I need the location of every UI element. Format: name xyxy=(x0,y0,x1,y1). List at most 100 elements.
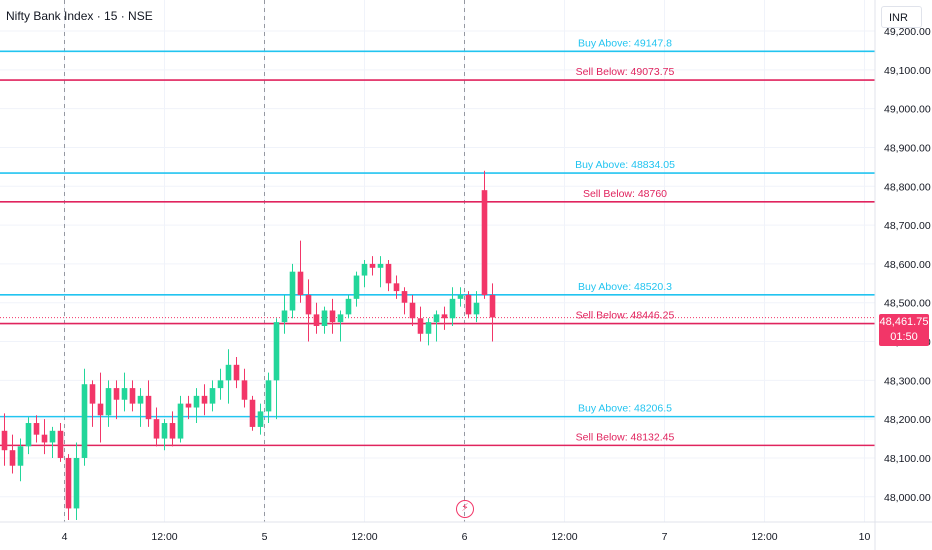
time-tick-label: 4 xyxy=(62,531,68,543)
candle-up xyxy=(353,271,360,307)
candle-down xyxy=(233,357,240,389)
candle-body xyxy=(289,271,296,311)
candle-down xyxy=(185,395,192,420)
candle-body xyxy=(313,314,320,327)
candle-up xyxy=(257,403,264,435)
candle-body xyxy=(417,318,424,334)
candle-up xyxy=(345,294,352,319)
candle-body xyxy=(425,322,432,334)
sell-level-label: Sell Below: 48132.45 xyxy=(576,431,675,443)
candle-body xyxy=(41,434,48,443)
candle-down xyxy=(385,260,392,292)
candle-up xyxy=(177,395,184,443)
candle-up xyxy=(121,372,128,412)
candle-body xyxy=(249,399,256,427)
candle-body xyxy=(145,395,152,420)
candle-body xyxy=(337,314,344,323)
lightning-icon[interactable]: ⚡ xyxy=(456,500,474,518)
candle-body xyxy=(465,294,472,315)
candle-up xyxy=(361,260,368,288)
candle-down xyxy=(417,306,424,342)
time-axis: 4 12:00 5 12:00 6 12:00 7 12:00 10 xyxy=(62,531,871,543)
candle-body xyxy=(89,384,96,404)
candle-body xyxy=(97,403,104,416)
candle-body xyxy=(193,395,200,408)
candle-down xyxy=(313,302,320,334)
candle-up xyxy=(289,263,296,319)
time-tick-label: 7 xyxy=(662,531,668,543)
candle-body xyxy=(49,430,56,443)
candle-body xyxy=(241,380,248,400)
last-price-value: 48,461.75 xyxy=(879,316,929,328)
candle-body xyxy=(273,322,280,381)
price-tick-label: 48,300.00 xyxy=(884,375,931,387)
candle-body xyxy=(441,314,448,319)
price-tick-label: 49,200.00 xyxy=(884,26,931,38)
price-tick-label: 49,000.00 xyxy=(884,104,931,116)
candle-up xyxy=(449,287,456,327)
candle-body xyxy=(473,302,480,315)
currency-button[interactable]: INR xyxy=(881,6,922,28)
candle-body xyxy=(201,395,208,404)
candle-down xyxy=(201,384,208,416)
candle-up xyxy=(25,417,32,455)
buy-level-label: Buy Above: 48834.05 xyxy=(575,159,675,171)
chart-title: Nifty Bank Index · 15 · NSE xyxy=(6,9,153,23)
candle-body xyxy=(281,310,288,323)
candle-body xyxy=(225,364,232,381)
price-tick-label: 48,200.00 xyxy=(884,414,931,426)
price-axis: 48,000.0048,100.0048,200.0048,300.0048,4… xyxy=(884,26,931,504)
candle-up xyxy=(281,294,288,334)
candle-body xyxy=(105,388,112,416)
time-tick-label: 12:00 xyxy=(351,531,377,543)
candle-down xyxy=(329,298,336,334)
time-tick-label: 12:00 xyxy=(551,531,577,543)
candle-body xyxy=(121,388,128,400)
price-tick-label: 48,900.00 xyxy=(884,142,931,154)
candle-body xyxy=(57,430,64,458)
buy-level-label: Buy Above: 48206.5 xyxy=(578,403,672,415)
sell-level-label: Sell Below: 49073.75 xyxy=(576,66,675,78)
candle-body xyxy=(209,388,216,404)
price-tick-label: 48,500.00 xyxy=(884,298,931,310)
candle-body xyxy=(233,364,240,381)
candle-body xyxy=(401,291,408,303)
last-price-badge: 48,461.75 01:50 xyxy=(879,314,929,346)
candle-body xyxy=(185,403,192,408)
candle-body xyxy=(257,411,264,427)
candle-body xyxy=(393,283,400,292)
candle-down xyxy=(9,434,16,474)
candle-down xyxy=(249,395,256,431)
candle-body xyxy=(409,302,416,319)
candle-down xyxy=(169,411,176,447)
candle-body xyxy=(161,423,168,439)
candle-down xyxy=(41,419,48,455)
candle-down xyxy=(89,380,96,427)
price-tick-label: 48,100.00 xyxy=(884,453,931,465)
candle-body xyxy=(321,310,328,327)
candle-down xyxy=(113,380,120,420)
candle-body xyxy=(217,380,224,389)
time-tick-label: 5 xyxy=(262,531,268,543)
candle-body xyxy=(73,457,80,509)
time-tick-label: 10 xyxy=(859,531,871,543)
candle-down xyxy=(57,423,64,462)
candle-down xyxy=(1,413,8,466)
price-tick-label: 48,600.00 xyxy=(884,259,931,271)
candle-body xyxy=(81,384,88,458)
candle-up xyxy=(433,310,440,342)
candle-down xyxy=(305,279,312,342)
candle-body xyxy=(297,271,304,295)
candle-up xyxy=(457,287,464,307)
candle-down xyxy=(401,287,408,315)
candle-up xyxy=(425,318,432,346)
candle-up xyxy=(161,419,168,451)
price-tick-label: 48,700.00 xyxy=(884,220,931,232)
candle-down xyxy=(393,275,400,299)
candle-up xyxy=(265,372,272,424)
candle-body xyxy=(377,263,384,268)
candle-up xyxy=(49,426,56,458)
candle-down xyxy=(129,380,136,412)
price-tick-label: 48,800.00 xyxy=(884,181,931,193)
